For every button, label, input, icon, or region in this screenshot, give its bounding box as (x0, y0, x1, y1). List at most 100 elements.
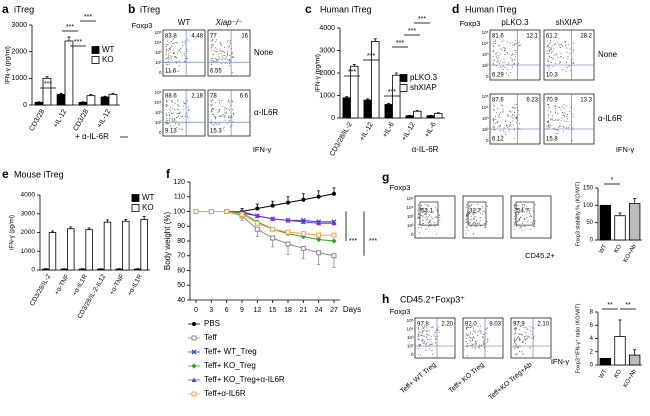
flow-event (516, 118, 518, 120)
flow-event (471, 347, 473, 349)
flow-event (425, 326, 427, 328)
flow-event (181, 41, 183, 43)
flow-event (515, 40, 517, 42)
flow-event (229, 126, 231, 128)
quadrant-value: 77 (210, 34, 217, 40)
y-tick-label: 120 (173, 179, 185, 186)
flow-event (516, 216, 518, 218)
flow-event (468, 205, 470, 207)
flow-event (520, 325, 522, 327)
flow-event (470, 332, 472, 334)
flow-event (433, 211, 435, 213)
flow-event (498, 114, 500, 116)
panel-letter: a (2, 2, 9, 16)
flow-event (178, 125, 180, 127)
flow-event (571, 140, 573, 142)
flow-event (228, 120, 230, 122)
flow-event (425, 208, 427, 210)
flow-event (515, 353, 517, 355)
bar (108, 93, 118, 106)
y-tick-label: 100 (173, 208, 185, 215)
flow-event (175, 57, 177, 59)
flow-event (475, 220, 477, 222)
flow-event (562, 126, 564, 128)
x-tick-label: +α-TNF (53, 273, 70, 296)
column-label: WT (178, 18, 191, 27)
row-label: α-IL6R (254, 108, 278, 117)
flow-event (523, 204, 525, 206)
row-label: α-IL6R (598, 114, 622, 123)
flow-event (213, 61, 215, 63)
flow-event (430, 335, 432, 337)
flow-event (548, 53, 550, 55)
flow-event (550, 61, 552, 63)
y-tick-label: 60 (177, 267, 185, 274)
quadrant-value: 87.6 (492, 98, 504, 104)
flow-event (548, 47, 550, 49)
flow-event (434, 221, 436, 223)
y-tick-label: 1000 (11, 75, 27, 82)
flow-event (465, 341, 467, 343)
legend-label: Teff+α-IL6R (204, 389, 246, 398)
flow-event (224, 55, 226, 57)
flow-tick-label: 10⁵ (407, 196, 414, 201)
bar (78, 268, 87, 271)
flow-tick-label: 10⁵ (482, 94, 489, 99)
flow-event (171, 100, 173, 102)
flow-event (178, 70, 180, 72)
flow-event (422, 222, 424, 224)
flow-event (426, 333, 428, 335)
flow-event (514, 54, 516, 56)
flow-tick-label: 0 (159, 130, 162, 135)
flow-event (229, 109, 231, 111)
bar (67, 228, 75, 271)
flow-event (493, 117, 495, 119)
flow-event (519, 328, 521, 330)
flow-event (518, 219, 520, 221)
flow-event (555, 63, 557, 65)
flow-event (166, 50, 168, 52)
bar (384, 104, 393, 119)
flow-event (507, 115, 509, 117)
flow-event (417, 335, 419, 337)
point (224, 209, 230, 214)
flow-event (232, 56, 234, 58)
flow-event (210, 58, 212, 60)
flow-event (169, 108, 171, 110)
flow-event (469, 226, 471, 228)
flow-event (550, 57, 552, 59)
quadrant-value: 6.29 (492, 73, 504, 79)
flow-event (531, 221, 533, 223)
flow-event (426, 343, 428, 345)
flow-event (219, 101, 221, 103)
flow-event (529, 325, 531, 327)
flow-tick-label: 10⁴ (482, 105, 489, 110)
flow-event (176, 116, 178, 118)
flow-event (424, 329, 426, 331)
flow-event (470, 216, 472, 218)
flow-event (554, 110, 556, 112)
flow-event (563, 114, 565, 116)
flow-event (510, 72, 512, 74)
legend-swatch (131, 204, 140, 212)
flow-event (169, 120, 171, 122)
flow-event (222, 128, 224, 130)
x-tick-label: KO (614, 369, 624, 380)
flow-event (227, 59, 229, 61)
flow-event (551, 115, 553, 117)
flow-event (475, 208, 477, 210)
flow-event (520, 226, 522, 228)
significance-label: *** (66, 24, 74, 31)
flow-event (227, 100, 229, 102)
flow-event (517, 353, 519, 355)
flow-event (483, 227, 485, 229)
flow-event (511, 58, 513, 60)
flow-event (468, 220, 470, 222)
flow-event (184, 115, 186, 117)
flow-event (560, 52, 562, 54)
quadrant-value: 92.0 (465, 322, 477, 328)
flow-event (465, 218, 467, 220)
flow-event (175, 42, 177, 44)
flow-event (524, 229, 526, 231)
significance-label: *** (349, 238, 357, 245)
